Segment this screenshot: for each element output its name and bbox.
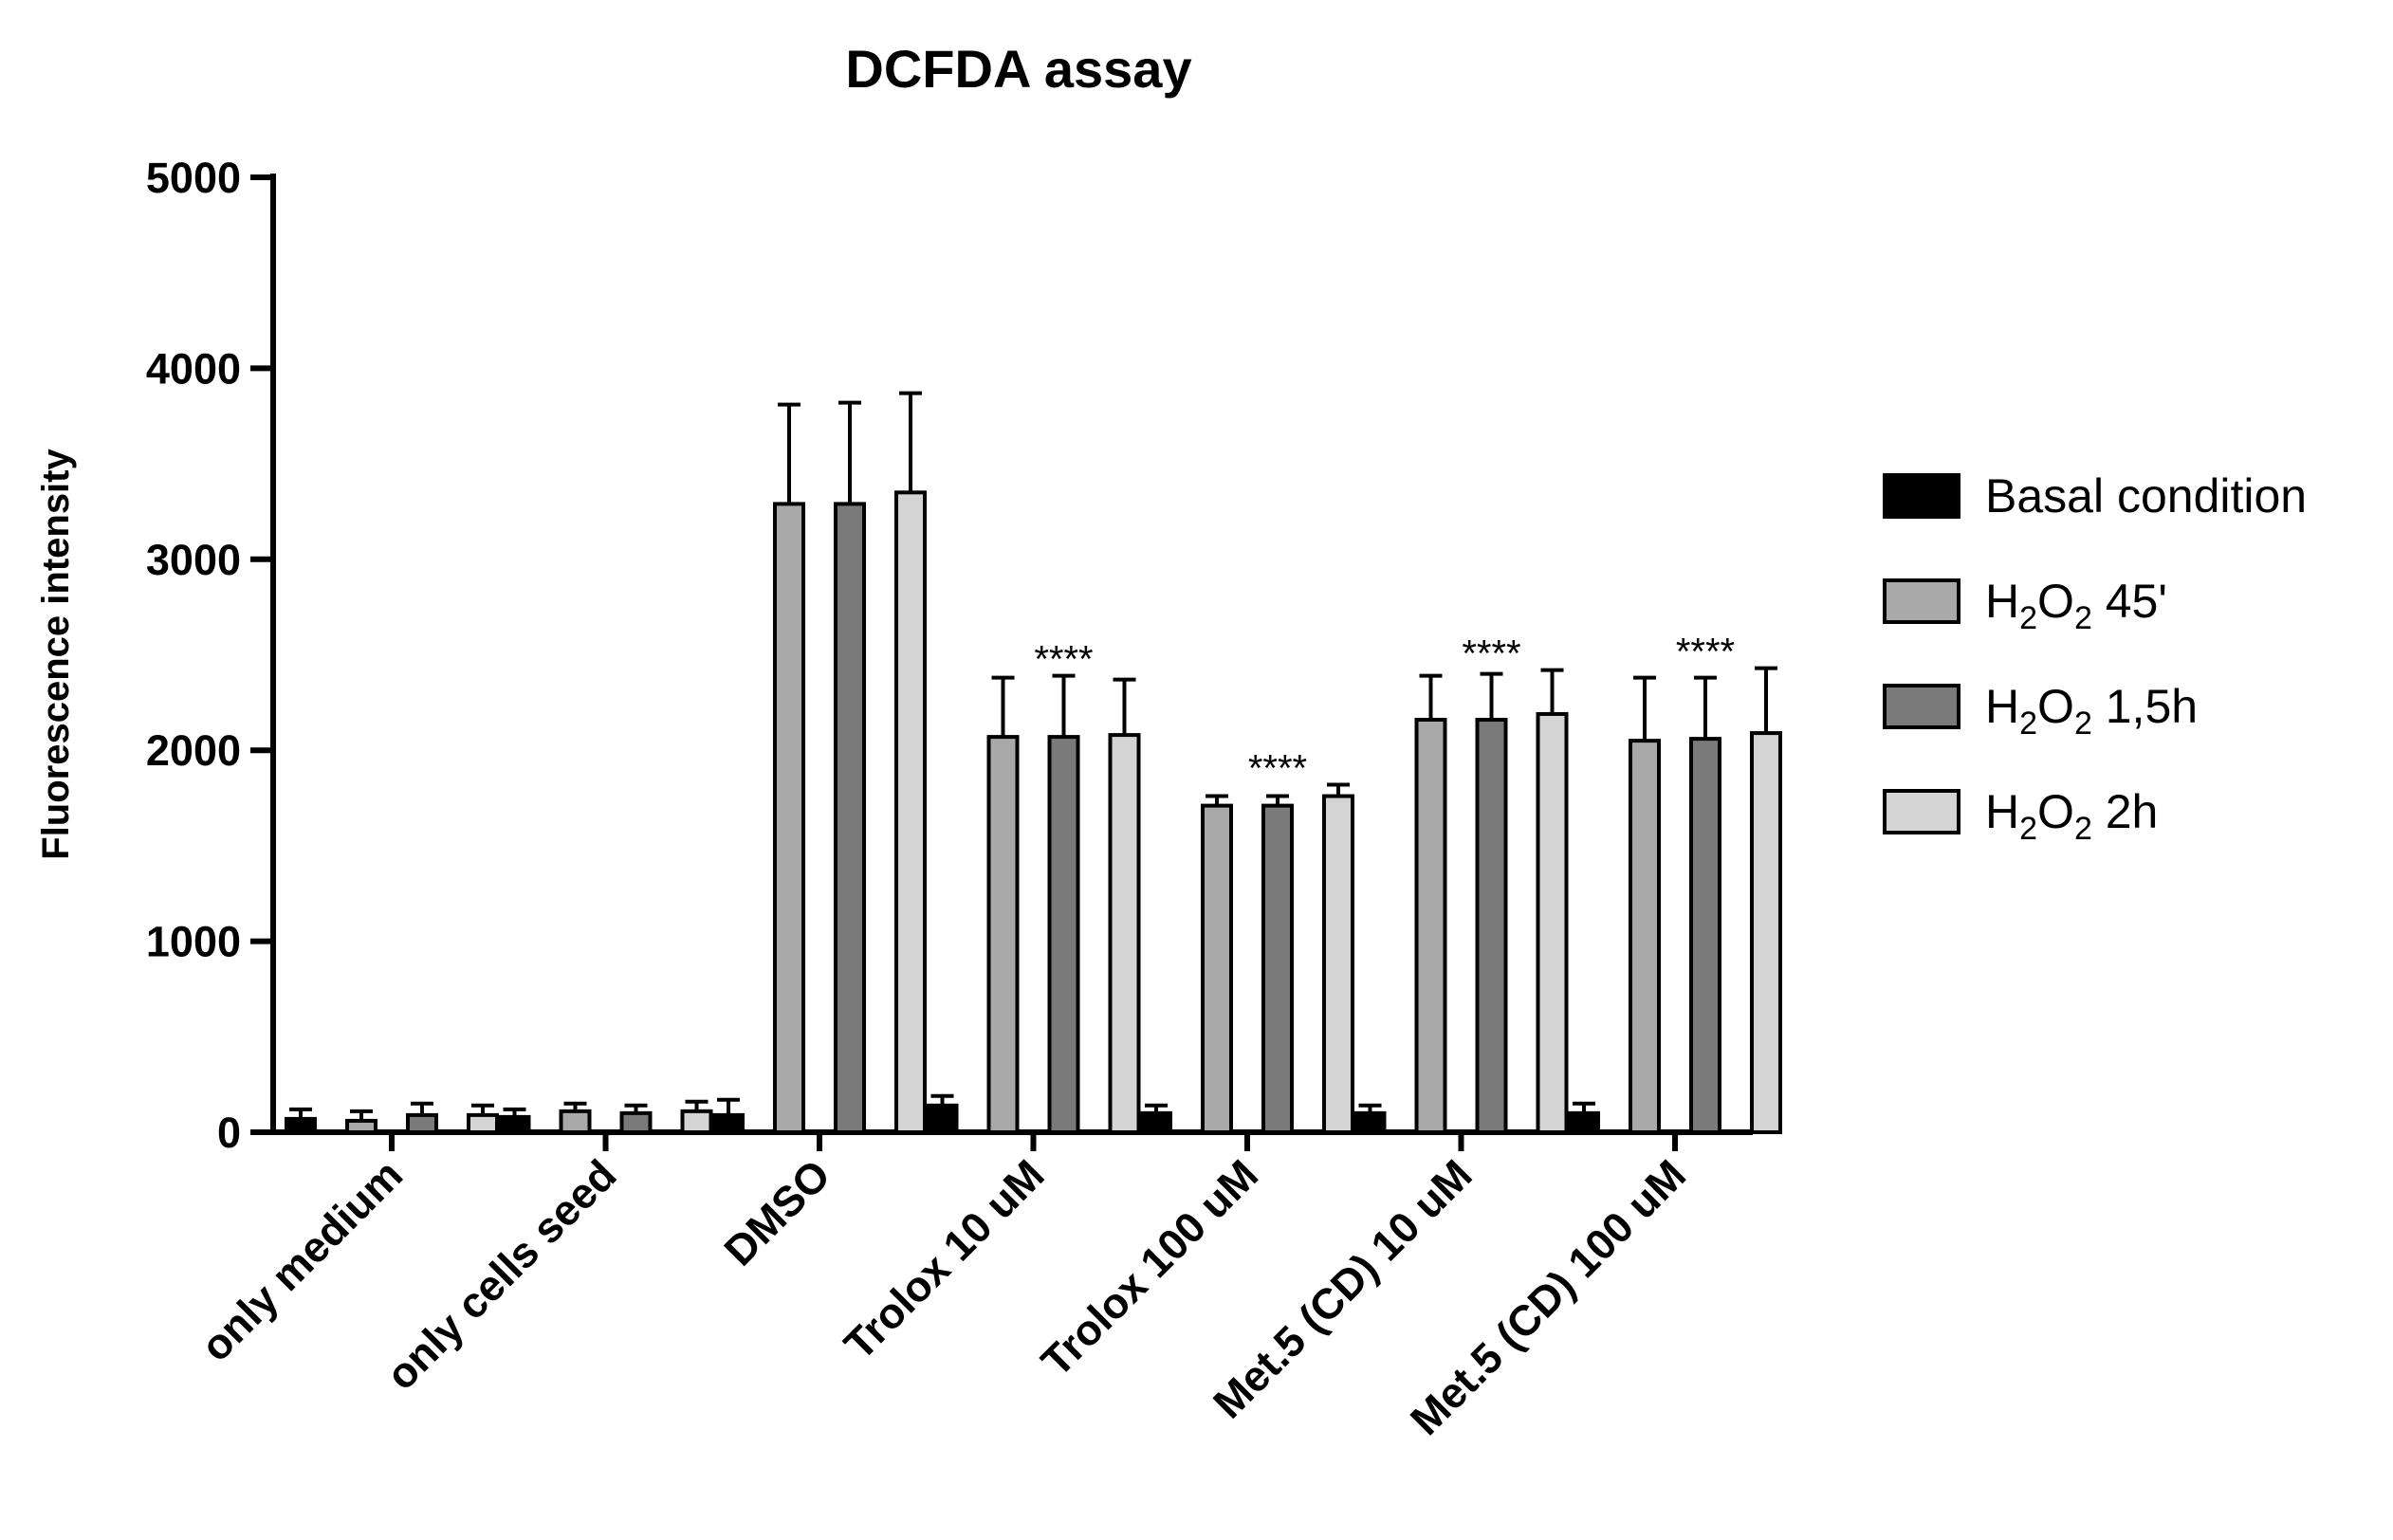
legend-label: H2O2 2h — [1985, 785, 2158, 847]
legend-item: H2O2 2h — [1883, 785, 2158, 847]
chart-title: DCFDA assay — [845, 39, 1191, 99]
bar — [712, 1112, 745, 1135]
x-tick-label: only cells seed — [377, 1150, 625, 1399]
legend-item: Basal condition — [1883, 469, 2307, 522]
legend-item: H2O2 1,5h — [1883, 680, 2198, 742]
bar — [1353, 1110, 1387, 1134]
significance-label: **** — [1034, 639, 1093, 681]
bar — [1108, 733, 1141, 1134]
y-axis-label: Fluorescence intensity — [35, 449, 77, 860]
bar — [1201, 803, 1233, 1135]
bar — [1568, 1110, 1600, 1134]
significance-label: **** — [1248, 747, 1307, 789]
bar — [1536, 711, 1569, 1135]
x-tick-label: Trolox 100 uM — [1032, 1150, 1267, 1385]
bar — [1322, 794, 1354, 1134]
bar — [559, 1109, 592, 1134]
legend-swatch — [1883, 684, 1960, 729]
y-tick-label: 1000 — [146, 918, 241, 966]
bar — [498, 1114, 531, 1134]
bar — [467, 1112, 499, 1135]
bar — [345, 1118, 377, 1135]
bar — [1414, 717, 1447, 1134]
bar — [1475, 717, 1508, 1134]
x-tick-label: Trolox 10 uM — [835, 1150, 1054, 1369]
y-tick-label: 5000 — [146, 154, 241, 202]
x-tick-label: DMSO — [715, 1150, 840, 1275]
legend-label: H2O2 45' — [1985, 575, 2167, 636]
bar — [406, 1112, 438, 1135]
legend-label: H2O2 1,5h — [1985, 680, 2198, 742]
legend-swatch — [1883, 578, 1960, 624]
legend-swatch — [1883, 473, 1960, 519]
legend-item: H2O2 45' — [1883, 575, 2167, 636]
bar — [680, 1109, 713, 1134]
y-tick-label: 4000 — [146, 344, 241, 393]
bar — [1261, 803, 1294, 1135]
legend-swatch — [1883, 789, 1960, 834]
bar — [1750, 731, 1782, 1134]
bar — [619, 1110, 653, 1134]
bar — [285, 1116, 317, 1134]
bar — [1689, 737, 1721, 1135]
bar — [926, 1103, 959, 1134]
bar — [1047, 735, 1080, 1134]
bar — [834, 502, 866, 1134]
legend-label: Basal condition — [1985, 469, 2307, 522]
y-tick-label: 2000 — [146, 726, 241, 775]
bar — [1140, 1110, 1172, 1134]
bar — [1629, 739, 1661, 1134]
legend: Basal condition H2O2 45' H2O2 1,5h H2O2 2h — [1883, 469, 2307, 847]
bar — [894, 490, 927, 1134]
x-tick-label: only medium — [192, 1150, 412, 1370]
significance-label: **** — [1676, 632, 1735, 673]
bar — [773, 502, 805, 1134]
y-tick-label: 3000 — [146, 536, 241, 584]
significance-label: **** — [1462, 633, 1520, 675]
y-tick-label: 0 — [217, 1109, 241, 1157]
bar — [986, 735, 1020, 1134]
